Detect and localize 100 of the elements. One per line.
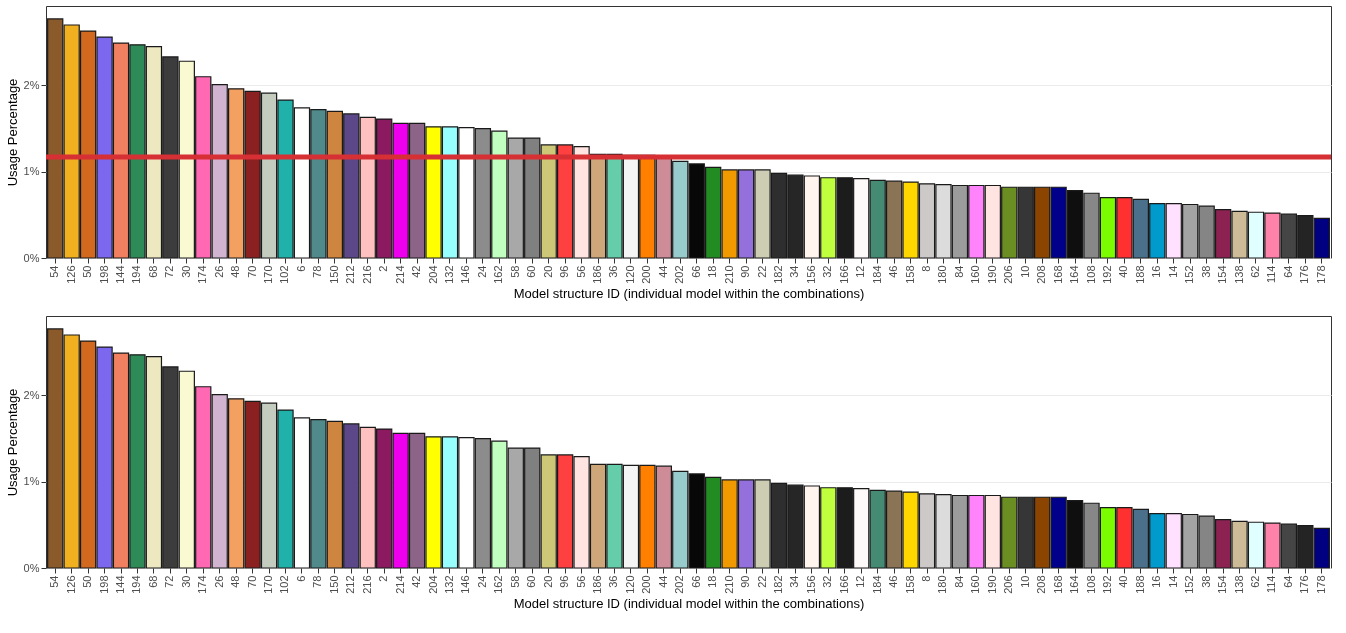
y-axis-title: Usage Percentage [4, 78, 20, 187]
x-tick-label: 58 [508, 575, 521, 588]
x-tick-label: 96 [558, 575, 571, 588]
x-tick-label: 202 [673, 265, 686, 284]
x-tick-label: 132 [442, 575, 455, 594]
x-tick-label: 48 [229, 265, 242, 278]
x-tick-label: 46 [887, 575, 900, 588]
x-tick-label: 216 [360, 575, 373, 594]
x-tick-label: 176 [1298, 265, 1311, 284]
x-tick-label: 12 [854, 265, 867, 278]
x-tick-label: 120 [623, 265, 636, 284]
x-tick-label: 126 [64, 265, 77, 284]
x-tick-label: 180 [936, 575, 949, 594]
x-tick-label: 10 [1018, 265, 1031, 278]
x-tick-label: 210 [722, 575, 735, 594]
x-tick-label: 188 [1133, 265, 1146, 284]
x-tick-label: 68 [146, 265, 159, 278]
x-tick-label: 154 [1216, 265, 1229, 284]
x-tick-label: 90 [739, 265, 752, 278]
x-tick-label: 154 [1216, 575, 1229, 594]
x-tick-label: 24 [475, 265, 488, 278]
x-tick-label: 138 [1232, 575, 1245, 594]
x-tick-label: 108 [1084, 575, 1097, 594]
x-tick-label: 44 [656, 575, 669, 588]
x-tick-label: 200 [640, 265, 653, 284]
x-tick-label: 120 [623, 575, 636, 594]
x-tick-label: 2 [377, 265, 390, 272]
x-tick-label: 182 [771, 575, 784, 594]
x-tick-label: 54 [48, 265, 61, 278]
x-tick-label: 16 [1150, 575, 1163, 588]
x-tick-label: 164 [1068, 575, 1081, 594]
x-tick-label: 24 [475, 575, 488, 588]
x-tick-label: 84 [952, 575, 965, 588]
y-tick-label: 1% [23, 165, 40, 178]
x-tick-label: 70 [245, 575, 258, 588]
x-tick-label: 144 [114, 575, 127, 594]
x-tick-label: 198 [97, 265, 110, 284]
x-tick-label: 162 [492, 575, 505, 594]
x-tick-label: 20 [541, 265, 554, 278]
x-tick-label: 114 [1265, 575, 1278, 594]
x-tick-label: 174 [196, 575, 209, 594]
x-tick-label: 64 [1281, 575, 1294, 588]
x-tick-label: 78 [311, 575, 324, 588]
x-tick-label: 144 [114, 265, 127, 284]
x-tick-label: 192 [1100, 575, 1113, 594]
x-tick-label: 156 [804, 575, 817, 594]
x-tick-label: 206 [1002, 265, 1015, 284]
x-tick-label: 188 [1133, 575, 1146, 594]
x-tick-label: 26 [212, 265, 225, 278]
x-tick-label: 78 [311, 265, 324, 278]
x-tick-label: 158 [903, 575, 916, 594]
x-tick-label: 212 [344, 265, 357, 284]
y-tick-label: 0% [23, 251, 40, 264]
x-tick-label: 38 [1199, 575, 1212, 588]
x-tick-label: 206 [1002, 575, 1015, 594]
y-tick-label: 1% [23, 475, 40, 488]
x-tick-label: 180 [936, 265, 949, 284]
x-tick-label: 40 [1117, 265, 1130, 278]
y-tick-label: 2% [23, 78, 40, 91]
x-axis-title: Model structure ID (individual model within the combinations) [513, 595, 865, 611]
x-tick-label: 2 [377, 575, 390, 582]
x-tick-label: 84 [952, 265, 965, 278]
x-tick-label: 174 [196, 265, 209, 284]
x-tick-label: 46 [887, 265, 900, 278]
x-tick-label: 198 [97, 575, 110, 594]
x-tick-label: 30 [179, 265, 192, 278]
x-tick-label: 8 [920, 265, 933, 272]
x-tick-label: 150 [327, 265, 340, 284]
x-tick-label: 204 [426, 265, 439, 284]
x-tick-label: 160 [969, 265, 982, 284]
x-tick-label: 54 [48, 575, 61, 588]
x-tick-label: 182 [771, 265, 784, 284]
x-tick-label: 190 [985, 575, 998, 594]
x-tick-label: 32 [821, 575, 834, 588]
x-tick-label: 150 [327, 575, 340, 594]
x-tick-label: 200 [640, 575, 653, 594]
x-tick-label: 56 [574, 265, 587, 278]
x-tick-label: 36 [607, 575, 620, 588]
x-tick-label: 210 [722, 265, 735, 284]
x-tick-label: 216 [360, 265, 373, 284]
x-tick-label: 26 [212, 575, 225, 588]
x-tick-label: 96 [558, 265, 571, 278]
x-tick-label: 184 [870, 265, 883, 284]
x-tick-label: 62 [1248, 265, 1261, 278]
x-tick-label: 66 [689, 575, 702, 588]
x-tick-label: 170 [262, 575, 275, 594]
x-tick-label: 56 [574, 575, 587, 588]
x-tick-label: 160 [969, 575, 982, 594]
x-tick-label: 40 [1117, 575, 1130, 588]
x-tick-label: 212 [344, 575, 357, 594]
x-tick-label: 60 [525, 575, 538, 588]
x-axis-title: Model structure ID (individual model within the combinations) [513, 285, 865, 301]
x-tick-label: 152 [1183, 575, 1196, 594]
x-tick-label: 22 [755, 265, 768, 278]
x-tick-label: 68 [146, 575, 159, 588]
x-tick-label: 42 [410, 575, 423, 588]
x-tick-label: 208 [1035, 575, 1048, 594]
x-tick-label: 102 [278, 575, 291, 594]
x-tick-label: 156 [804, 265, 817, 284]
x-tick-label: 114 [1265, 265, 1278, 284]
